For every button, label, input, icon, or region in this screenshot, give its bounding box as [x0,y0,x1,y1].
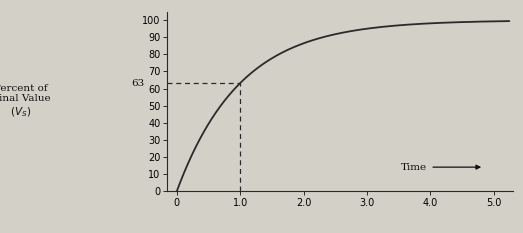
Text: Time: Time [401,163,427,172]
Text: 63: 63 [132,79,145,88]
Text: Percent of
Final Value
$(V_S)$: Percent of Final Value $(V_S)$ [0,84,50,119]
